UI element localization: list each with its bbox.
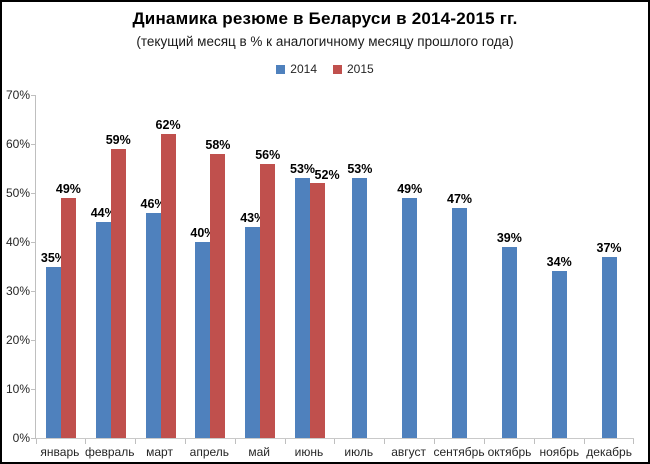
- y-axis-tick-label: 40%: [5, 235, 30, 250]
- x-axis-label-март: март: [146, 445, 173, 459]
- bar-2015-июнь: 52%: [310, 168, 340, 438]
- x-axis-label-июнь: июнь: [294, 445, 324, 459]
- bar-2014-май: 43%: [240, 211, 265, 438]
- y-axis-tick-label: 20%: [5, 333, 30, 348]
- bar-value-label: 52%: [314, 168, 340, 183]
- x-axis-label-январь: январь: [40, 445, 80, 459]
- bar-2014-октябрь: 39%: [497, 231, 522, 438]
- bar-group-октябрь: 39%: [484, 95, 535, 444]
- bar-value-label: 58%: [205, 137, 231, 152]
- x-axis-label-август: август: [391, 445, 426, 459]
- bar-2015-май: 56%: [255, 148, 280, 438]
- bar-value-label: 37%: [596, 240, 622, 255]
- bar-value-label: 47%: [447, 191, 473, 206]
- y-axis-tick-label: 60%: [5, 137, 30, 151]
- bar-value-label: 49%: [55, 181, 81, 196]
- x-axis-labels: январь февраль март апрель май июнь июль август…: [35, 445, 634, 459]
- bar-2014-январь: 35%: [41, 251, 66, 438]
- legend-item-2015: 2015: [333, 62, 374, 76]
- bar-group-март: 46% 62%: [136, 95, 186, 444]
- x-axis-label-ноябрь: ноябрь: [539, 445, 580, 459]
- bar-value-label: 43%: [240, 211, 266, 226]
- bar-2014-июль: 53%: [347, 162, 372, 438]
- y-axis-tick-mark: [31, 339, 36, 341]
- bar-value-label: 49%: [397, 181, 423, 196]
- y-axis-tick-label: 10%: [5, 382, 30, 397]
- bar-2014-сентябрь: 47%: [447, 192, 472, 438]
- legend-swatch-2015: [333, 64, 342, 74]
- bars-container: 35% 49% 44% 59% 46% 62% 40% 58% 43% 56% 53% 52% 53% 4…: [35, 95, 635, 444]
- bar-value-label: 53%: [347, 162, 373, 177]
- bar-value-label: 40%: [190, 226, 216, 240]
- bar-group-сентябрь: 47%: [435, 95, 485, 444]
- legend-label-2014: 2014: [290, 62, 317, 76]
- legend-label-2015: 2015: [347, 62, 374, 76]
- plot-area: 35% 49% 44% 59% 46% 62% 40% 58% 43% 56% 53% 52% 53% 4…: [6, 89, 635, 444]
- bar-group-январь: 35% 49%: [35, 95, 87, 444]
- chart-subtitle: (текущий месяц в % к аналогичному месяцу…: [136, 34, 514, 49]
- y-axis-tick-label: 50%: [5, 186, 30, 200]
- bar-group-июль: 53%: [335, 95, 386, 444]
- bar-2015-апрель: 58%: [205, 138, 230, 438]
- y-axis-tick-label: 30%: [5, 284, 30, 298]
- x-axis-label-сентябрь: сентябрь: [433, 445, 485, 459]
- bar-2015-январь: 49%: [56, 182, 81, 438]
- chart-title: Динамика резюме в Беларуси в 2014-2015 г…: [132, 9, 518, 28]
- y-axis-tick-mark: [31, 143, 36, 145]
- legend-swatch-2014: [276, 64, 286, 74]
- bar-value-label: 53%: [290, 162, 316, 177]
- bar-2014-март: 46%: [141, 197, 166, 438]
- bar-value-label: 34%: [546, 255, 572, 270]
- bar-group-ноябрь: 34%: [534, 95, 585, 444]
- bar-value-label: 44%: [90, 206, 116, 221]
- y-axis-tick-mark: [31, 241, 36, 243]
- x-axis-label-май: май: [248, 445, 270, 459]
- chart-legend: 2014 2015: [2, 62, 648, 76]
- legend-item-2014: 2014: [276, 62, 317, 76]
- bar-group-июнь: 53% 52%: [285, 95, 340, 444]
- bar-2014-июнь: 53%: [290, 162, 315, 438]
- y-axis-tick-mark: [31, 290, 36, 292]
- y-axis-tick-mark: [31, 94, 36, 96]
- bar-value-label: 46%: [140, 196, 166, 211]
- bar-2014-декабрь: 37%: [597, 241, 622, 438]
- bar-value-label: 59%: [105, 132, 131, 147]
- bar-2014-август: 49%: [397, 182, 422, 438]
- bar-2015-февраль: 59%: [106, 133, 131, 438]
- y-axis-tick-mark: [31, 437, 36, 439]
- bar-value-label: 39%: [496, 230, 522, 245]
- bar-value-label: 35%: [40, 250, 66, 265]
- y-axis-tick-label: 70%: [5, 88, 30, 102]
- bar-value-label: 62%: [155, 118, 181, 133]
- bar-2014-апрель: 40%: [190, 226, 215, 438]
- y-axis-tick-label: 0%: [12, 431, 30, 445]
- bar-2015-март: 62%: [156, 118, 181, 438]
- y-axis-tick-mark: [31, 388, 36, 390]
- bar-2014-февраль: 44%: [91, 206, 116, 438]
- y-axis-tick-mark: [31, 192, 36, 194]
- bar-value-label: 56%: [255, 147, 281, 162]
- bar-group-февраль: 44% 59%: [86, 95, 136, 444]
- bar-group-август: 49%: [385, 95, 435, 444]
- x-axis-label-февраль: февраль: [84, 445, 135, 459]
- bar-group-апрель: 40% 58%: [185, 95, 236, 444]
- x-axis-label-апрель: апрель: [189, 445, 230, 459]
- x-axis-label-октябрь: октябрь: [487, 445, 532, 459]
- x-axis-label-июль: июль: [344, 445, 374, 459]
- bar-group-декабрь: 37%: [584, 95, 635, 444]
- bar-2014-ноябрь: 34%: [547, 255, 572, 438]
- bar-group-май: 43% 56%: [235, 95, 286, 444]
- x-axis-label-декабрь: декабрь: [586, 445, 632, 459]
